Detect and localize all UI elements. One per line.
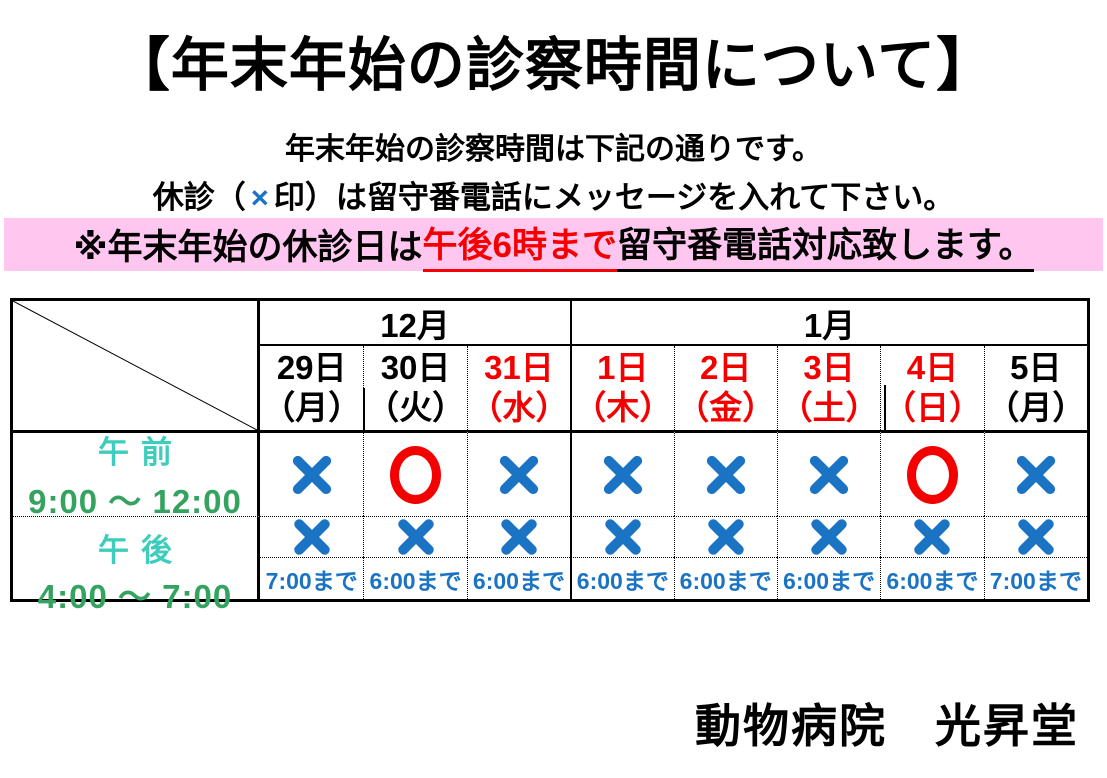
page-title: 【年末年始の診察時間について】 [111, 33, 996, 98]
until-cell: 6:00まで [466, 557, 571, 599]
closed-x-mark [600, 452, 646, 498]
notice-highlight: 午後6時まで [422, 217, 617, 272]
closed-x-mark [703, 452, 749, 498]
mark-cell [260, 516, 364, 557]
date-weekday: （日） [882, 388, 982, 426]
date-cell: 30日 （火） [363, 346, 466, 430]
closed-x-mark [496, 452, 542, 498]
closed-x-mark [396, 517, 436, 557]
mark-cell [570, 430, 674, 516]
until-cell: 6:00まで [776, 557, 881, 599]
date-weekday: （水） [469, 388, 569, 426]
am-hours: 9:00 ～ 12:00 [28, 482, 242, 520]
until-cell: 7:00まで [983, 557, 1087, 599]
until-cell: 6:00まで [570, 557, 674, 599]
mark-cell [776, 430, 881, 516]
date-day: 4日 [906, 348, 959, 386]
notice-suffix: 留守番電話対応致します。 [616, 217, 1034, 272]
pm-label: 午後 [98, 533, 184, 568]
mark-cell [983, 516, 1087, 557]
month-cell-december: 12月 [260, 301, 571, 346]
date-cell: 31日 （水） [466, 346, 570, 430]
closed-x-mark [1013, 452, 1059, 498]
diagonal-line [13, 301, 257, 430]
date-day: 1日 [597, 348, 649, 386]
date-day: 2日 [700, 348, 752, 386]
border-fragment [363, 388, 365, 433]
notice-banner: ※年末年始の休診日は 午後6時まで 留守番電話対応致します。 [4, 217, 1103, 272]
date-cell: 1日 （木） [570, 346, 673, 430]
until-cell: 6:00まで [880, 557, 984, 599]
corner-cell [13, 301, 260, 430]
schedule-table: 12月 1月 29日 （月） 30日 （火） 31日 （水） 1日 （木） 2日… [10, 298, 1090, 615]
mark-cell [880, 516, 984, 557]
date-weekday: （火） [366, 388, 466, 426]
until-cell: 7:00まで [260, 557, 364, 599]
closed-x-mark [806, 452, 852, 498]
closed-x-mark [499, 517, 539, 557]
mark-cell [466, 516, 571, 557]
pm-row-label: 午後 4:00 ～ 7:00 [13, 516, 260, 615]
open-circle-mark [906, 445, 958, 504]
mark-cell [260, 430, 364, 516]
mark-cell [983, 430, 1087, 516]
clinic-name: 動物病院 光昇堂 [695, 700, 1079, 752]
x-mark-inline: × [250, 180, 269, 215]
closed-x-mark [912, 517, 952, 557]
notice-prefix: ※年末年始の休診日は [73, 228, 423, 267]
mark-cell [363, 430, 467, 516]
closed-x-mark [1016, 517, 1056, 557]
intro-line-1: 年末年始の診察時間は下記の通りです。 [285, 133, 822, 166]
mark-cell [776, 516, 881, 557]
mark-cell [466, 430, 571, 516]
date-weekday: （土） [779, 388, 879, 426]
date-day: 29日 [276, 348, 347, 386]
intro-line-2-suffix: 印）は留守番電話にメッセージを入れて下さい。 [273, 180, 955, 215]
mark-cell [363, 516, 467, 557]
closed-x-mark [603, 517, 643, 557]
date-weekday: （金） [676, 388, 776, 426]
until-cell: 6:00まで [363, 557, 467, 599]
mark-cell [673, 516, 777, 557]
pm-hours: 4:00 ～ 7:00 [37, 578, 233, 615]
mark-cell [673, 430, 777, 516]
date-day: 3日 [803, 348, 855, 386]
intro-line-2: 休診（ × 印）は留守番電話にメッセージを入れて下さい。 [0, 172, 1107, 217]
mark-cell [880, 430, 984, 516]
date-cell: 2日 （金） [673, 346, 777, 430]
am-label: 午前 [98, 434, 184, 470]
date-cell: 5日 （月） [983, 346, 1087, 430]
date-weekday: （月） [262, 388, 362, 426]
am-row-label: 午前 9:00 ～ 12:00 [13, 430, 260, 520]
date-cell: 4日 （日） [880, 346, 983, 430]
date-weekday: （月） [986, 388, 1086, 426]
mark-cell [570, 516, 674, 557]
date-day: 31日 [484, 348, 554, 386]
date-weekday: （木） [573, 388, 673, 426]
border-fragment [884, 385, 886, 433]
date-cell: 29日 （月） [260, 346, 363, 430]
intro-line-2-prefix: 休診（ [152, 180, 246, 215]
closed-x-mark [706, 517, 746, 557]
closed-x-mark [292, 517, 332, 557]
open-circle-mark [390, 445, 442, 504]
date-day: 30日 [380, 348, 451, 386]
month-cell-january: 1月 [570, 301, 1087, 346]
date-cell: 3日 （土） [776, 346, 880, 430]
closed-x-mark [809, 517, 849, 557]
date-day: 5日 [1010, 348, 1062, 386]
until-cell: 6:00まで [673, 557, 777, 599]
closed-x-mark [289, 452, 335, 498]
